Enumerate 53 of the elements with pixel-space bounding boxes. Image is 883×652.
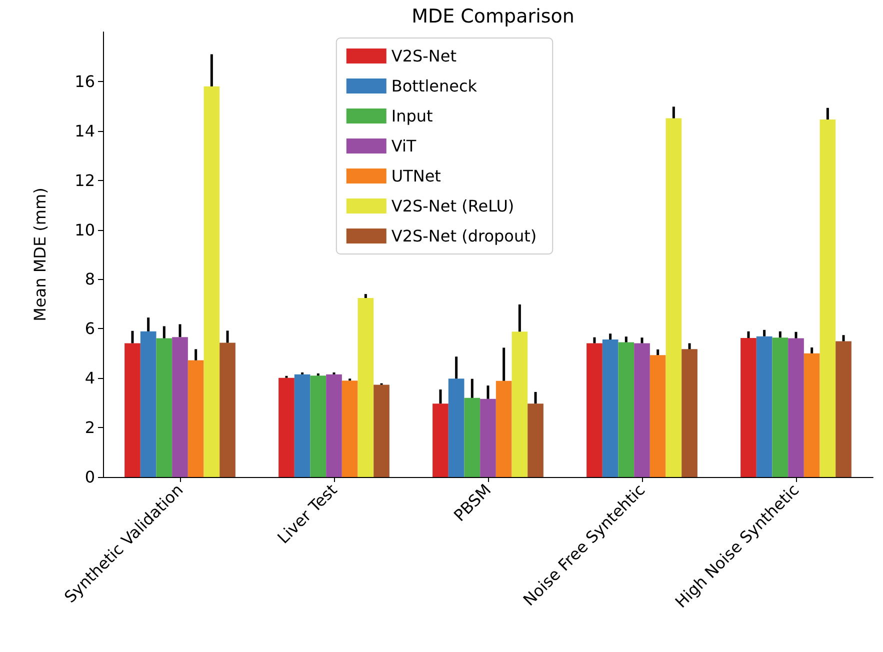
y-tick-label: 0 [84,468,95,486]
legend-label: Bottleneck [391,76,478,96]
bar [788,338,804,477]
y-tick-label: 6 [84,319,95,338]
legend-label: V2S-Net [391,46,457,66]
bar [278,378,294,477]
bar [464,398,480,477]
bar [740,338,756,477]
bar [448,378,464,477]
bar [310,376,326,477]
bar [586,343,602,477]
bar [602,340,618,477]
legend-label: UTNet [391,166,441,186]
bar [618,342,634,477]
bar [432,404,448,477]
bar [666,118,682,477]
bar [124,343,140,477]
bar [358,298,374,477]
bar [772,338,788,477]
bar [374,384,390,477]
bar [634,343,650,477]
y-tick-label: 12 [74,170,95,190]
bar [342,380,358,477]
bar [804,353,820,477]
bar [820,120,836,477]
legend-label: ViT [391,136,416,156]
legend-label: V2S-Net (ReLU) [391,196,514,216]
bar [480,398,496,477]
bar [512,332,528,477]
bar [528,404,544,477]
bar [650,355,666,477]
bar [188,360,204,477]
bar [204,86,220,477]
y-tick-label: 8 [84,270,95,289]
bar [220,342,236,477]
legend-label: V2S-Net (dropout) [391,226,537,246]
bar [294,374,310,477]
y-tick-label: 16 [74,72,95,91]
bar [326,374,342,477]
y-tick-label: 2 [84,418,95,438]
bar [172,337,188,477]
bar [836,341,852,477]
bar [140,331,156,477]
y-axis-title: Mean MDE (mm) [30,188,50,322]
y-tick-label: 4 [84,368,95,388]
chart-title: MDE Comparison [412,6,574,28]
y-tick-label: 10 [74,220,95,240]
bar [496,380,512,477]
legend-label: Input [391,106,433,126]
bar [756,336,772,477]
bar [682,349,698,477]
y-tick-label: 14 [74,121,95,140]
bar [156,338,172,477]
